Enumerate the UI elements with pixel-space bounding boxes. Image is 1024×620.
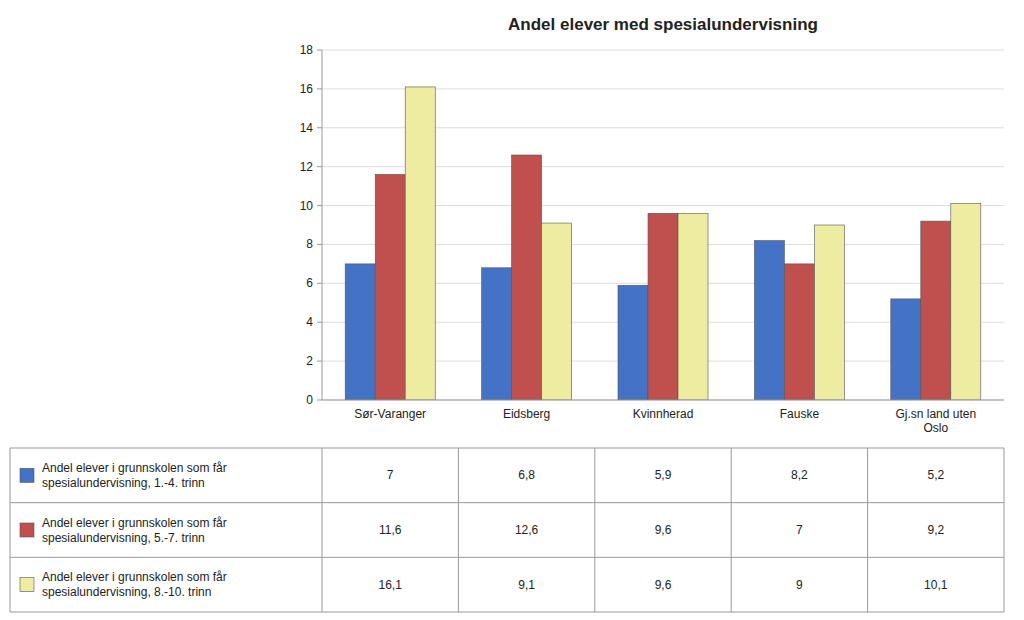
y-tick <box>317 283 322 284</box>
title: Andel elever med spesialundervisning <box>508 15 818 34</box>
bar <box>375 174 405 400</box>
table-line <box>322 448 323 612</box>
y-tick-label: 16 <box>300 82 314 96</box>
y-tick-label: 6 <box>306 276 313 290</box>
x-tick-label: Gj.sn land utenOslo <box>895 407 976 435</box>
table-cell: 9,1 <box>518 578 535 592</box>
legend-swatch <box>20 578 34 592</box>
table-cell: 9 <box>796 578 803 592</box>
bar <box>618 285 648 400</box>
y-tick <box>317 205 322 206</box>
bar <box>754 241 784 400</box>
table-cell: 5,2 <box>927 468 944 482</box>
y-tick <box>317 400 322 401</box>
grid-line <box>322 50 1004 51</box>
y-tick <box>317 361 322 362</box>
legend-swatch <box>20 468 34 482</box>
y-tick <box>317 244 322 245</box>
table-cell: 10,1 <box>924 578 948 592</box>
y-tick-label: 12 <box>300 160 314 174</box>
y-axis-line <box>322 50 323 400</box>
y-tick-label: 8 <box>306 237 313 251</box>
data-table: Andel elever i grunnskolen som fårspesia… <box>10 448 1004 612</box>
x-tick-label: Kvinnherad <box>633 407 694 421</box>
bar <box>345 264 375 400</box>
table-cell: 9,2 <box>927 523 944 537</box>
legend-label: Andel elever i grunnskolen som fårspesia… <box>42 461 227 490</box>
table-cell: 16,1 <box>379 578 403 592</box>
bar <box>784 264 814 400</box>
legend-label: Andel elever i grunnskolen som fårspesia… <box>42 516 227 545</box>
table-cell: 9,6 <box>655 578 672 592</box>
table-line <box>731 448 732 612</box>
y-tick <box>317 127 322 128</box>
bar <box>678 213 708 400</box>
table-cell: 8,2 <box>791 468 808 482</box>
table-cell: 11,6 <box>379 523 402 537</box>
table-line <box>594 448 595 612</box>
bar <box>542 223 572 400</box>
table-cell: 5,9 <box>655 468 672 482</box>
bar <box>891 299 921 400</box>
table-cell: 7 <box>387 468 394 482</box>
x-axis-line <box>322 400 1004 401</box>
chart: Andel elever med spesialundervisning 0 2 4 6… <box>0 0 1024 620</box>
table-cell: 6,8 <box>518 468 535 482</box>
table-cell: 9,6 <box>655 523 672 537</box>
table-line <box>10 502 1004 503</box>
grid-line <box>322 400 1004 401</box>
y-tick <box>317 88 322 89</box>
table-line <box>10 448 11 612</box>
x-tick-label: Fauske <box>780 407 820 421</box>
table-line <box>10 612 1004 613</box>
legend-swatch <box>20 523 34 537</box>
y-tick <box>317 50 322 51</box>
bars <box>345 87 981 400</box>
bar <box>482 268 512 400</box>
table-line <box>10 557 1004 558</box>
y-tick <box>317 322 322 323</box>
bar <box>405 87 435 400</box>
bar <box>921 221 951 400</box>
y-axis: 0 2 4 6 8 10 12 14 16 18 <box>300 43 1004 407</box>
x-axis: Sør-Varanger Eidsberg Kvinnherad Fauske Gj.s… <box>354 407 976 435</box>
y-tick-label: 14 <box>300 121 314 135</box>
bar <box>512 155 542 400</box>
y-tick <box>317 166 322 167</box>
y-tick-label: 0 <box>306 393 313 407</box>
bar <box>951 204 981 400</box>
y-tick-label: 18 <box>300 43 314 57</box>
table-line <box>1004 448 1005 612</box>
bar <box>814 225 844 400</box>
x-tick-label: Eidsberg <box>503 407 550 421</box>
x-tick-label: Sør-Varanger <box>354 407 426 421</box>
table-line <box>458 448 459 612</box>
bar <box>648 213 678 400</box>
table-cell: 12,6 <box>515 523 539 537</box>
y-tick-label: 10 <box>300 199 314 213</box>
legend-label: Andel elever i grunnskolen som fårspesia… <box>42 570 227 599</box>
y-tick-label: 2 <box>306 354 313 368</box>
table-line <box>10 448 1004 449</box>
table-cell: 7 <box>796 523 803 537</box>
table-line <box>867 448 868 612</box>
y-tick-label: 4 <box>306 315 313 329</box>
